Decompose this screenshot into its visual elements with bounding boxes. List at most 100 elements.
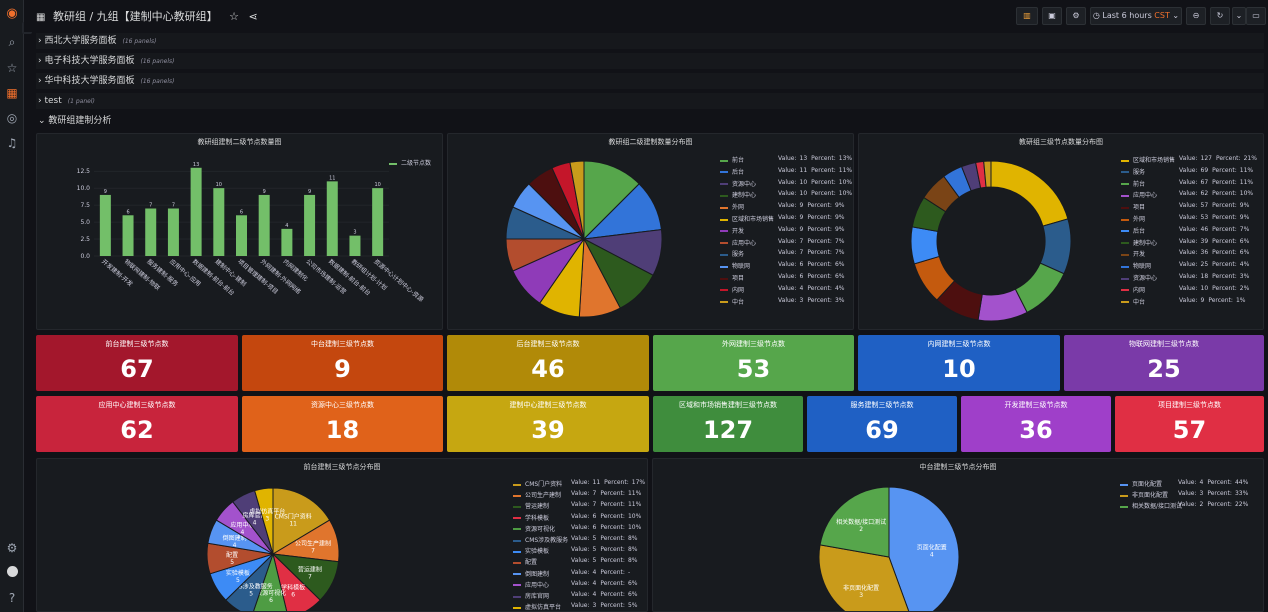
legend-item[interactable]: 应用中心 Value: 4 Percent: 6% <box>513 580 647 589</box>
save-dashboard-button[interactable]: ▣ <box>1042 7 1062 25</box>
legend-item[interactable]: 物联网 Value: 25 Percent: 4% <box>1121 261 1263 270</box>
help-icon[interactable]: ? <box>8 591 16 605</box>
legend-item[interactable]: 应用中心 Value: 62 Percent: 10% <box>1121 190 1263 199</box>
stat-panel[interactable]: 后台建制三级节点数 46 <box>447 335 649 391</box>
donut-chart-panel[interactable]: 教研组三级节点数量分布图 区域和市场销售 Value: 127 Percent: 21%… <box>858 133 1264 330</box>
legend-item[interactable]: 物联网 Value: 6 Percent: 6% <box>720 261 853 270</box>
legend-item[interactable]: 内网 Value: 10 Percent: 2% <box>1121 285 1263 294</box>
legend-item[interactable]: 应用中心 Value: 7 Percent: 7% <box>720 238 853 247</box>
stat-panel[interactable]: 资源中心三级节点数 18 <box>242 396 443 452</box>
legend-item[interactable]: 公司生产建制 Value: 7 Percent: 11% <box>513 490 647 499</box>
legend-item[interactable]: 服务 Value: 69 Percent: 11% <box>1121 167 1263 176</box>
bar[interactable] <box>236 215 247 256</box>
alerting-icon[interactable]: ♫ <box>6 136 18 150</box>
legend-item[interactable]: 资源可视化 Value: 6 Percent: 10% <box>513 524 647 533</box>
stat-panel[interactable]: 服务建制三级节点数 69 <box>807 396 957 452</box>
bar[interactable] <box>258 194 270 256</box>
legend-item[interactable]: 实验模板 Value: 5 Percent: 8% <box>513 546 647 555</box>
stat-panel[interactable]: 内网建制三级节点数 10 <box>858 335 1060 391</box>
search-icon[interactable]: ⌕ <box>8 35 16 49</box>
star-icon[interactable]: ☆ <box>229 10 240 23</box>
star-icon[interactable]: ☆ <box>6 61 18 75</box>
row-header[interactable]: › 电子科技大学服务面板 (16 panels) <box>36 53 1264 69</box>
add-panel-button[interactable]: ▥ <box>1016 7 1038 25</box>
legend-item[interactable]: 区域和市场销售 Value: 9 Percent: 9% <box>720 214 853 223</box>
legend-item[interactable]: 学科模板 Value: 6 Percent: 10% <box>513 513 647 522</box>
dashboard-title[interactable]: 教研组 / 九组【建制中心教研组】 <box>52 10 218 23</box>
pie-slice[interactable] <box>583 160 640 241</box>
pie-chart-panel[interactable]: 前台建制三级节点分布图 CMS门户资料 11 公司生产建制 7 营运建制 7 学科模板 6 资源… <box>36 458 648 612</box>
stat-panel[interactable]: 项目建制三级节点数 57 <box>1115 396 1264 452</box>
bar[interactable] <box>326 181 338 256</box>
legend-item[interactable]: 相关数据/接口测试 Value: 2 Percent: 22% <box>1120 501 1263 510</box>
stat-panel[interactable]: 应用中心建制三级节点数 62 <box>36 396 238 452</box>
bar[interactable] <box>190 167 202 256</box>
stat-panel[interactable]: 外网建制三级节点数 53 <box>653 335 854 391</box>
pie-slice[interactable] <box>983 160 992 188</box>
legend-item[interactable]: 区域和市场销售 Value: 127 Percent: 21% <box>1121 155 1263 164</box>
zoom-out-button[interactable]: ⊖ <box>1186 7 1206 25</box>
legend-item[interactable]: 项目 Value: 57 Percent: 9% <box>1121 202 1263 211</box>
bar[interactable] <box>372 188 384 256</box>
refresh-button[interactable]: ↻ <box>1210 7 1230 25</box>
stat-panel[interactable]: 中台建制三级节点数 9 <box>242 335 443 391</box>
stat-panel[interactable]: 开发建制三级节点数 36 <box>961 396 1111 452</box>
dashboards-icon[interactable]: ▦ <box>6 86 18 100</box>
row-header[interactable]: › test (1 panel) <box>36 93 1264 109</box>
share-icon[interactable]: ⋖ <box>248 10 258 23</box>
bar[interactable] <box>145 208 157 257</box>
legend-item[interactable]: 外网 Value: 53 Percent: 9% <box>1121 214 1263 223</box>
bar[interactable] <box>213 188 225 256</box>
time-range-picker[interactable]: ◷ Last 6 hours CST ⌄ <box>1090 7 1182 25</box>
legend-item[interactable]: CMS门户资料 Value: 11 Percent: 17% <box>513 479 647 488</box>
stat-panel[interactable]: 建制中心建制三级节点数 39 <box>447 396 649 452</box>
dashboard-settings-button[interactable]: ⚙ <box>1066 7 1086 25</box>
bar[interactable] <box>349 235 361 256</box>
row-header[interactable]: › 华中科技大学服务面板 (16 panels) <box>36 73 1264 89</box>
explore-icon[interactable]: ◎ <box>6 111 18 125</box>
pie-slice[interactable] <box>254 487 274 555</box>
pie-slice[interactable] <box>569 160 585 240</box>
legend-item[interactable]: 房库官网 Value: 4 Percent: 6% <box>513 591 647 600</box>
bar[interactable] <box>167 208 179 257</box>
legend-item[interactable]: 服务 Value: 7 Percent: 7% <box>720 249 853 258</box>
legend-item[interactable]: 虚拟仿真平台 Value: 3 Percent: 5% <box>513 602 647 611</box>
legend-item[interactable]: 后台 Value: 46 Percent: 7% <box>1121 226 1263 235</box>
pie-chart-panel[interactable]: 教研组二级建制数量分布图 前台 Value: 13 Percent: 13% 后台 Valu… <box>447 133 854 330</box>
legend-item[interactable]: 开发 Value: 9 Percent: 9% <box>720 226 853 235</box>
legend-item[interactable]: 中台 Value: 3 Percent: 3% <box>720 297 853 306</box>
legend-item[interactable]: 资源中心 Value: 18 Percent: 3% <box>1121 273 1263 282</box>
legend-item[interactable]: 页面化配置 Value: 4 Percent: 44% <box>1120 479 1263 488</box>
tv-mode-button[interactable]: ▭ <box>1246 7 1266 25</box>
pie-slice[interactable] <box>252 552 289 612</box>
legend-item[interactable]: 外网 Value: 9 Percent: 9% <box>720 202 853 211</box>
legend-item[interactable]: 建制中心 Value: 39 Percent: 6% <box>1121 238 1263 247</box>
legend-item[interactable]: 开发 Value: 36 Percent: 6% <box>1121 249 1263 258</box>
refresh-interval-dropdown[interactable]: ⌄ <box>1232 7 1246 25</box>
bar[interactable] <box>122 215 134 256</box>
bar-chart-panel[interactable]: 教研组建制二级节点数量图 0.0 2.5 5.0 7.5 10.0 12.5 9 开发建制-开… <box>36 133 443 330</box>
legend-item[interactable]: 中台 Value: 9 Percent: 1% <box>1121 297 1263 306</box>
legend-item[interactable]: 前台 Value: 13 Percent: 13% <box>720 155 853 164</box>
legend-item[interactable]: 倒图建制 Value: 4 Percent: - <box>513 569 647 578</box>
avatar[interactable] <box>4 565 20 581</box>
legend-item[interactable]: 后台 Value: 11 Percent: 11% <box>720 167 853 176</box>
legend-item[interactable]: 配置 Value: 5 Percent: 8% <box>513 557 647 566</box>
row-header[interactable]: › 西北大学服务面板 (16 panels) <box>36 33 1264 49</box>
stat-panel[interactable]: 区域和市场销售建制三级节点数 127 <box>653 396 803 452</box>
legend-item[interactable]: 非页面化配置 Value: 3 Percent: 33% <box>1120 490 1263 499</box>
pie-slice[interactable] <box>272 552 321 612</box>
settings-icon[interactable]: ⚙ <box>6 541 18 555</box>
pie-slice[interactable] <box>819 486 890 558</box>
legend-item[interactable]: 内网 Value: 4 Percent: 4% <box>720 285 853 294</box>
grafana-logo-icon[interactable]: ◉ <box>6 6 18 21</box>
legend-item[interactable]: 营运建制 Value: 7 Percent: 11% <box>513 501 647 510</box>
legend-item[interactable]: CMS涉及教服务 Value: 5 Percent: 8% <box>513 535 647 544</box>
legend-item[interactable]: 建制中心 Value: 10 Percent: 10% <box>720 190 853 199</box>
bar[interactable] <box>304 194 316 256</box>
pie-slice[interactable] <box>818 544 913 612</box>
pie-chart-panel[interactable]: 中台建制三级节点分布图 页面化配置 4 非页面化配置 3 相关数据/接口测试 2 页面化配… <box>652 458 1264 612</box>
legend-item[interactable]: 项目 Value: 6 Percent: 6% <box>720 273 853 282</box>
pie-slice[interactable] <box>990 160 1069 227</box>
row-header[interactable]: ⌄ 教研组建制分析 <box>36 113 1264 129</box>
